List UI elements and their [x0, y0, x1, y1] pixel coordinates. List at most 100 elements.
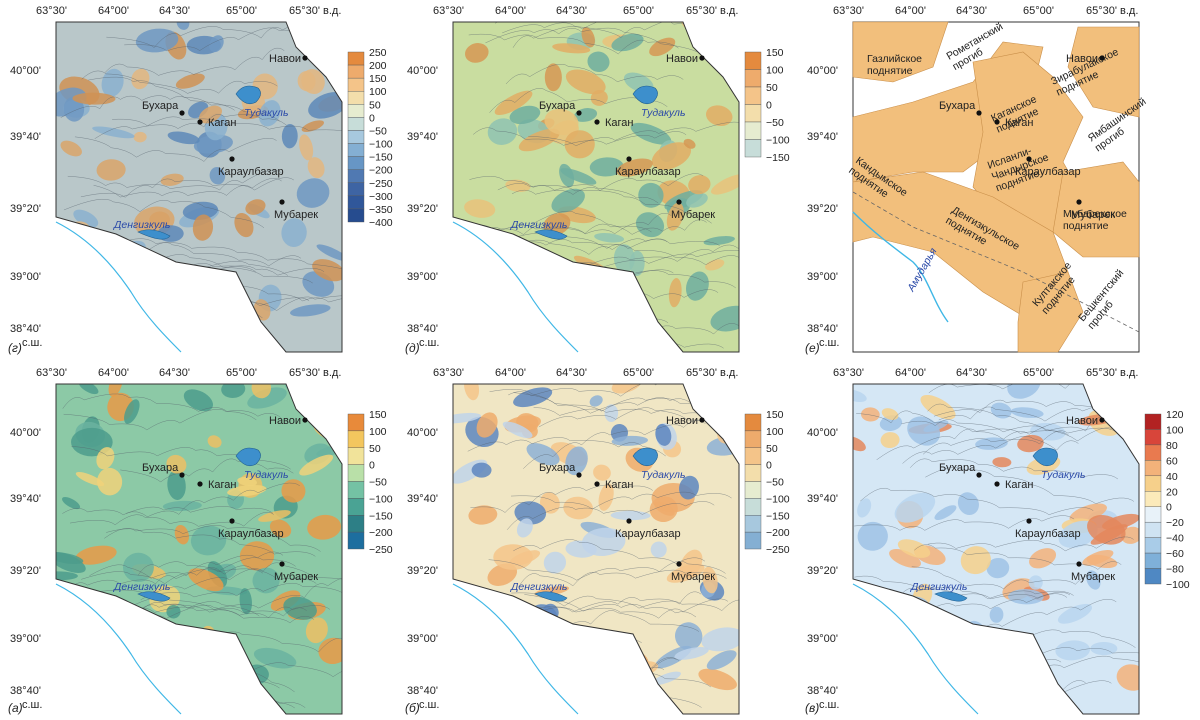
city-marker	[576, 110, 582, 116]
contour-line	[497, 183, 712, 224]
city-marker	[179, 472, 185, 478]
anomaly-patch	[60, 140, 82, 157]
colorbar-swatch	[347, 195, 365, 210]
contour-line	[63, 409, 282, 431]
anomaly-patch	[258, 100, 281, 127]
tudakul-lake	[632, 85, 658, 105]
anomaly-patch	[565, 69, 606, 95]
anomaly-patch	[595, 281, 629, 308]
colorbar-swatch	[347, 143, 365, 157]
anomaly-patch	[1029, 548, 1057, 569]
contour-line	[81, 557, 296, 585]
lat-tick-label: 39°40'	[10, 131, 41, 143]
contour-line	[925, 467, 1135, 504]
lon-tick-label: 65°30' в.д.	[1086, 367, 1138, 379]
anomaly-patch	[1086, 554, 1118, 569]
colorbar-swatch	[1144, 506, 1162, 523]
colorbar-swatch	[347, 104, 365, 118]
anomaly-patch	[651, 142, 692, 170]
colorbar-swatch	[744, 498, 762, 516]
panel-tag-label: (г)	[8, 341, 22, 355]
lon-tick-label: 65°30' в.д.	[686, 367, 738, 379]
anomaly-patch	[706, 650, 737, 670]
colorbar-label: 0	[766, 100, 772, 112]
anomaly-patch	[533, 276, 562, 297]
anomaly-patch	[124, 399, 140, 424]
lat-tick-label: 39°00'	[807, 633, 838, 645]
colorbar-swatch	[347, 413, 365, 432]
anomaly-patch	[208, 649, 245, 665]
colorbar-label: −150	[369, 510, 393, 522]
anomaly-patch	[581, 27, 595, 48]
anomaly-patch	[509, 105, 541, 125]
structure-label: поднятие	[867, 65, 913, 77]
colorbar-label: −250	[369, 544, 393, 556]
anomaly-patch	[305, 617, 328, 644]
city-marker	[279, 561, 285, 567]
anomaly-patch	[72, 92, 116, 105]
contour-line	[80, 177, 295, 198]
contour-line	[104, 525, 321, 552]
colorbar-label: −50	[369, 477, 387, 489]
anomaly-patch	[880, 432, 900, 449]
anomaly-patch	[565, 292, 606, 311]
lake-label: Тудакуль	[641, 107, 686, 119]
contour-line	[482, 307, 669, 334]
anomaly-patch	[56, 571, 78, 581]
anomaly-patch	[63, 96, 85, 122]
city-label: Бухара	[939, 462, 976, 474]
contour-line	[518, 569, 727, 588]
anomaly-patch	[96, 447, 115, 470]
contour-line	[511, 173, 704, 195]
colorbar-label: −150	[766, 510, 790, 522]
contour-line	[60, 95, 235, 118]
anomaly-patch	[544, 108, 579, 136]
anomaly-patch	[239, 588, 252, 615]
anomaly-patch	[604, 404, 619, 422]
anomaly-patch	[1030, 422, 1066, 441]
domain-boundary	[452, 383, 740, 715]
city-label: Бухара	[539, 462, 576, 474]
anomaly-patch	[894, 492, 936, 523]
map-panel-d: 63°30' 64°00' 64°30' 65°00' 65°30' в.д. 40°00…	[397, 0, 797, 360]
contour-line	[502, 22, 728, 38]
anomaly-patch	[221, 384, 246, 398]
anomaly-patch	[881, 408, 899, 420]
colorbar-swatch	[347, 130, 365, 144]
anomaly-patch	[1087, 515, 1126, 545]
colorbar-label: 100	[1166, 424, 1184, 436]
tudakul-lake	[632, 447, 658, 467]
lat-unit-label: с.ш.	[22, 337, 42, 349]
colorbar-label: −400	[369, 217, 393, 229]
anomaly-patch	[518, 128, 560, 152]
contour-line	[62, 506, 274, 516]
city-marker	[1099, 417, 1105, 423]
city-label: Караулбазар	[615, 528, 681, 540]
lon-tick-label: 64°00'	[895, 367, 926, 379]
anomaly-patch	[587, 51, 610, 73]
contour-line	[64, 568, 264, 595]
anomaly-patch	[526, 443, 560, 466]
colorbar-swatch	[1144, 491, 1162, 507]
contour-line	[856, 410, 1069, 436]
lat-tick-label: 40°00'	[10, 65, 41, 77]
anomaly-patch	[64, 309, 96, 339]
colorbar-label: 150	[369, 73, 387, 85]
lat-tick-label: 38°40'	[807, 323, 838, 335]
lon-tick-label: 64°00'	[98, 5, 129, 17]
colorbar-swatch	[347, 481, 365, 499]
anomaly-patch	[453, 412, 481, 424]
anomaly-patch	[857, 498, 872, 518]
lon-tick-label: 64°30'	[159, 5, 190, 17]
city-label: Каган	[1005, 117, 1034, 129]
anomaly-patch	[316, 244, 342, 262]
anomaly-patch	[197, 654, 232, 675]
anomaly-patch	[479, 250, 514, 276]
domain-boundary	[55, 21, 343, 353]
anomaly-patch	[167, 655, 197, 684]
colorbar-swatch	[744, 447, 762, 465]
colorbar-swatch	[347, 64, 365, 79]
lon-tick-label: 63°30'	[36, 367, 67, 379]
dengizkul-lake	[534, 591, 568, 602]
lake-label: Денгизкуль	[510, 581, 567, 593]
